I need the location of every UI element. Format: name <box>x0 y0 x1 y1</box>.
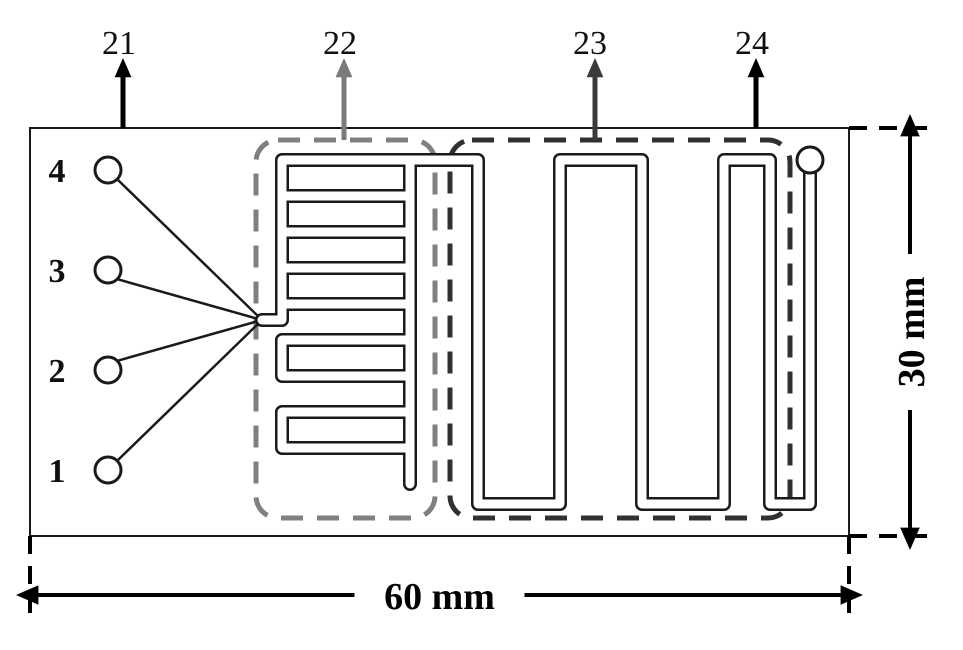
port-number-label: 4 <box>49 153 66 190</box>
port-number-label: 2 <box>49 353 66 390</box>
outlet-port <box>797 147 823 173</box>
height-dimension-label: 30 mm <box>891 277 933 388</box>
inlet-port <box>95 157 121 183</box>
microfluidic-chip-diagram: 43212122232460 mm30 mm <box>0 0 963 650</box>
callout-label: 21 <box>102 25 136 62</box>
port-number-label: 3 <box>49 253 66 290</box>
callout-label: 22 <box>323 25 357 62</box>
width-dimension-label: 60 mm <box>384 576 495 618</box>
port-number-label: 1 <box>49 453 66 490</box>
inlet-port <box>95 257 121 283</box>
callout-label: 24 <box>735 25 769 62</box>
callout-label: 23 <box>573 25 607 62</box>
inlet-port <box>95 357 121 383</box>
inlet-port <box>95 457 121 483</box>
